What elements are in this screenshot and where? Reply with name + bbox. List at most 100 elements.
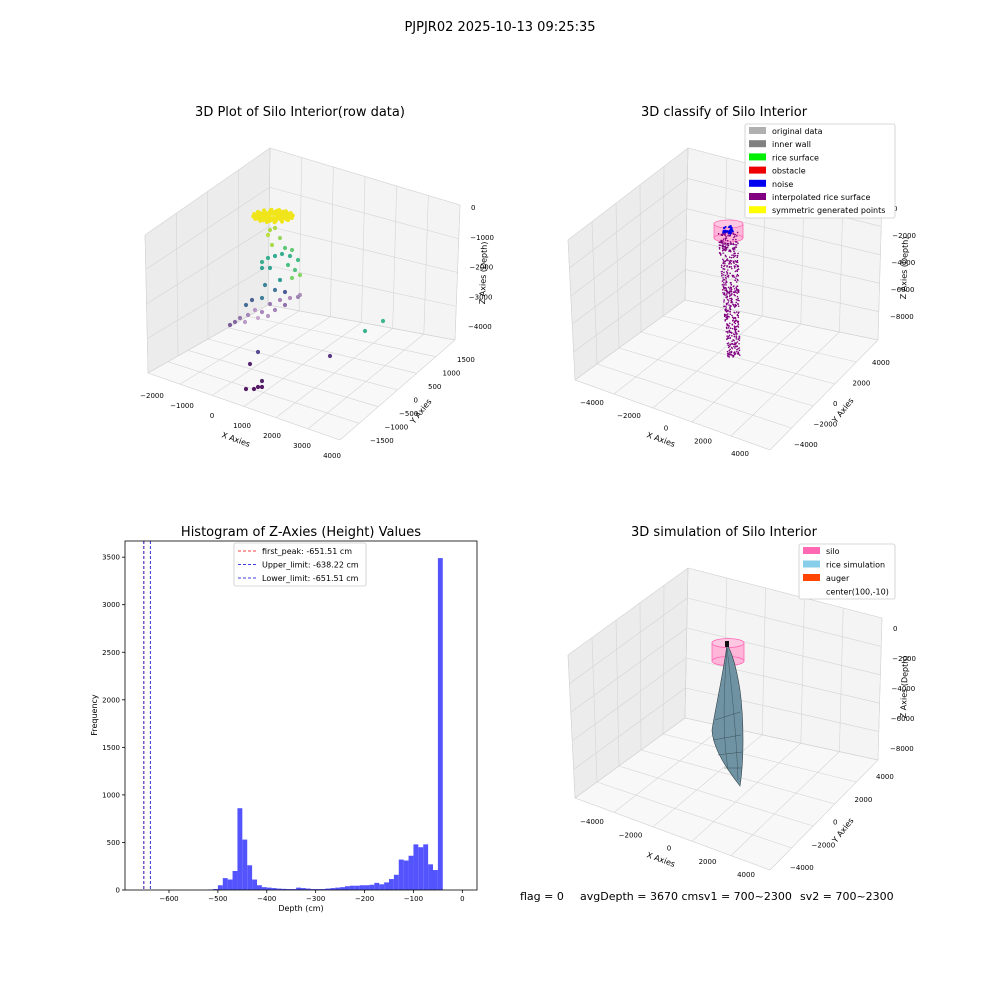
classify-point — [733, 267, 736, 269]
classify-point — [737, 320, 740, 323]
classify-point — [728, 287, 731, 290]
sim-legend-label: silo — [826, 547, 840, 556]
classify-legend-swatch — [749, 127, 766, 134]
classify-point — [735, 263, 737, 266]
classify-point — [722, 285, 725, 287]
classify-point — [724, 305, 726, 307]
classify-point — [724, 254, 727, 257]
classify-point — [728, 334, 731, 337]
classify-point — [729, 348, 731, 351]
classify-noise-point — [727, 226, 730, 229]
classify-point — [736, 295, 739, 298]
classify-point — [728, 249, 731, 252]
panel-classify-y-tick-label: 0 — [833, 400, 837, 408]
classify-point — [717, 232, 720, 235]
panel-raw-title: 3D Plot of Silo Interior(row data) — [195, 105, 405, 120]
classify-point — [724, 233, 726, 236]
classify-point — [736, 254, 739, 257]
panel-sim-title: 3D simulation of Silo Interior — [631, 525, 818, 540]
classify-point — [726, 338, 728, 340]
histogram-ytick-label: 2000 — [102, 696, 120, 704]
classify-point — [736, 348, 738, 351]
classify-point — [735, 281, 738, 283]
raw-point — [267, 265, 273, 271]
classify-point — [725, 248, 728, 250]
classify-point — [728, 262, 730, 265]
sim-legend-swatch — [803, 574, 820, 581]
raw-point — [287, 253, 293, 259]
classify-point — [720, 266, 723, 269]
classify-point — [734, 290, 737, 292]
classify-point — [724, 239, 727, 241]
histogram-ytick-label: 3500 — [102, 554, 120, 562]
classify-point — [737, 330, 740, 333]
classify-point — [735, 342, 737, 344]
panel-sim-xticks: −4000 −2000 0 2000 4000 — [580, 818, 755, 879]
histogram-bar — [345, 886, 350, 890]
histogram-bar — [213, 889, 218, 890]
classify-point — [737, 252, 739, 255]
histogram-bar — [418, 847, 424, 890]
classify-point — [722, 238, 725, 240]
classify-legend-label: noise — [772, 180, 793, 189]
classify-point — [731, 316, 734, 319]
histogram-bar — [389, 879, 394, 890]
classify-point — [735, 328, 738, 331]
panel-raw-x-tick-label: 0 — [210, 412, 214, 420]
classify-point — [735, 238, 737, 241]
classify-point — [719, 254, 722, 256]
classify-point — [730, 242, 732, 245]
raw-point — [327, 353, 333, 359]
panel-raw-grid — [144, 147, 461, 441]
classify-point — [728, 322, 731, 325]
panel-raw-y-tick-label: 0 — [414, 397, 418, 405]
classify-point — [726, 244, 729, 246]
raw-point — [243, 302, 249, 308]
classify-point — [734, 254, 737, 257]
histogram-bar — [384, 882, 389, 890]
classify-point — [722, 260, 725, 262]
classify-point — [727, 324, 730, 327]
raw-point — [265, 232, 271, 238]
raw-point — [282, 245, 288, 251]
raw-point — [282, 302, 288, 308]
classify-point — [726, 335, 728, 337]
classify-point — [725, 270, 728, 273]
classify-point — [723, 249, 725, 251]
classify-point — [727, 259, 729, 262]
histogram-legend-label: Lower_limit: -651.51 cm — [262, 574, 359, 583]
classify-point — [730, 287, 733, 289]
panel-sim-xlabel: X Axies — [645, 850, 676, 869]
raw-point — [259, 265, 265, 271]
classify-point — [738, 339, 741, 341]
histogram-xtick-label: −400 — [257, 895, 276, 903]
classify-point — [733, 255, 736, 258]
raw-point — [289, 247, 295, 253]
classify-point — [722, 291, 724, 294]
classify-point — [727, 234, 729, 237]
classify-point — [731, 334, 733, 337]
classify-point — [737, 268, 740, 270]
classify-point — [730, 294, 733, 296]
classify-point — [726, 298, 729, 301]
panel-sim-y-tick-label: 4000 — [876, 773, 894, 781]
panel-raw-x-tick-label: 1000 — [233, 422, 251, 430]
raw-point — [242, 319, 248, 325]
panel-simulation-3d: 3D simulation of Silo Interior −4000 −200… — [567, 525, 916, 879]
classify-point — [725, 318, 728, 320]
classify-point — [725, 330, 728, 333]
classify-point — [737, 274, 740, 277]
classify-point — [721, 249, 724, 252]
histogram-xtick-label: −600 — [159, 895, 178, 903]
classify-point — [730, 350, 733, 353]
classify-point — [735, 333, 737, 335]
classify-point — [737, 347, 739, 350]
histogram-bar — [398, 859, 404, 890]
classify-point — [730, 282, 732, 284]
panel-classify-z-tick-label: −2000 — [892, 232, 916, 240]
histogram-ylabel: Frequency — [90, 694, 99, 736]
classify-legend-label: obstacle — [772, 167, 806, 176]
classify-legend-label: rice surface — [772, 153, 819, 162]
panel-classify-x-tick-label: 2000 — [694, 437, 712, 445]
panel-raw-3d: 3D Plot of Silo Interior(row data) −2000… — [140, 105, 494, 460]
